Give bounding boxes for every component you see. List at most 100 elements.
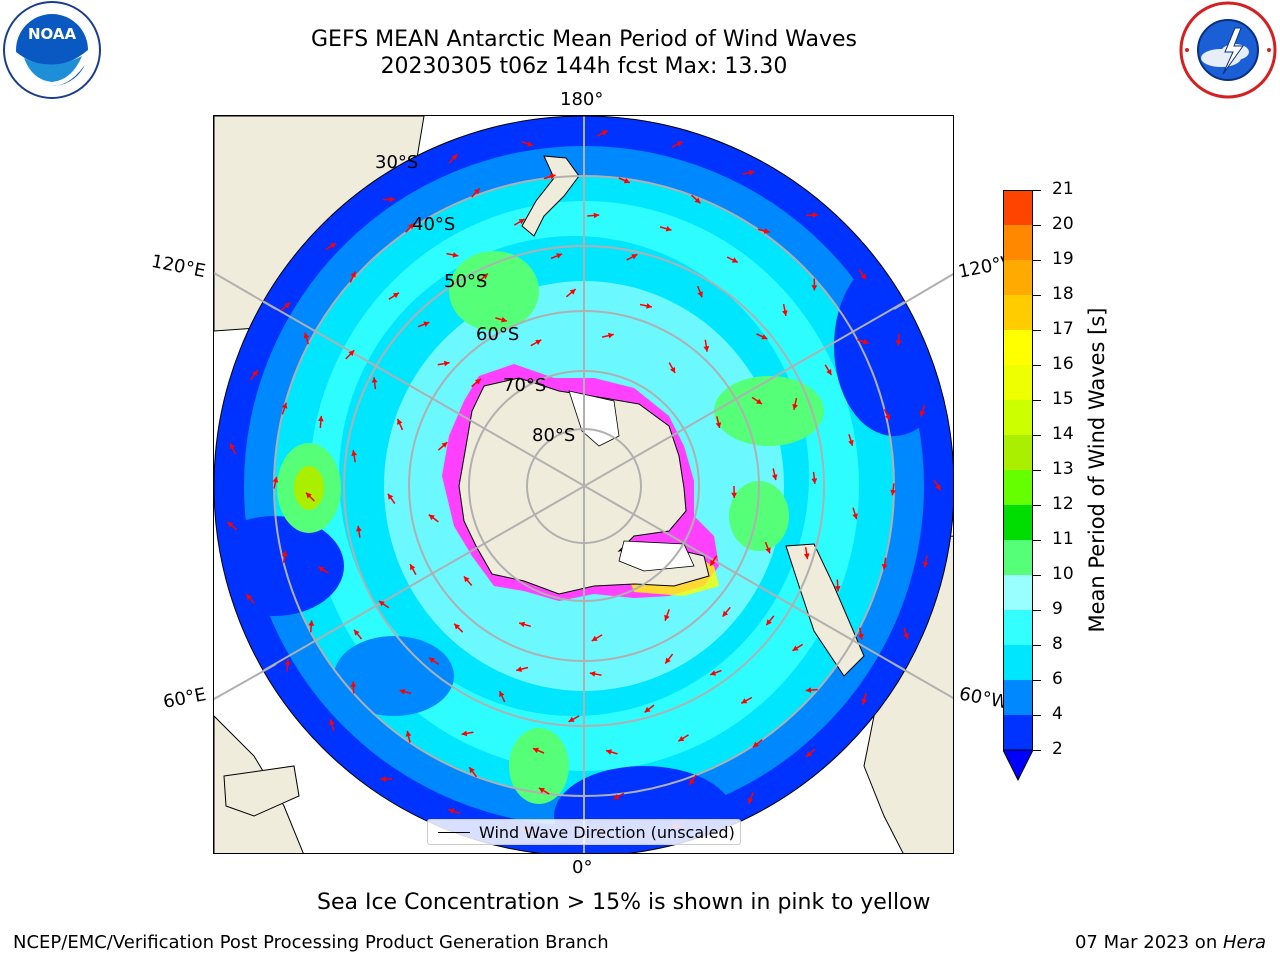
wind-arrow-head: [601, 130, 608, 136]
wind-arrow-head: [306, 492, 312, 499]
wind-arrow-head: [884, 414, 890, 420]
wind-arrow-head: [631, 254, 638, 260]
colorbar-segment: [1003, 190, 1033, 225]
lon-label-180: 180°: [560, 89, 604, 110]
wind-arrow-head: [408, 223, 414, 230]
wind-arrow-head: [474, 188, 480, 195]
lat-label-50s: 50°S: [444, 271, 488, 292]
wind-arrow-head: [246, 594, 252, 601]
wind-arrow-head: [765, 547, 771, 554]
wind-arrow-head: [741, 698, 748, 704]
colorbar-tick-label: 20: [1052, 214, 1074, 234]
wind-arrow-head: [469, 767, 475, 774]
colorbar-segment: [1003, 645, 1033, 680]
ronne-ice-shelf: [618, 540, 695, 572]
plot-title: GEFS MEAN Antarctic Mean Period of Wind …: [311, 27, 857, 52]
wind-arrow-head: [922, 561, 929, 568]
wind-arrows: [226, 129, 942, 836]
wind-arrow-head: [766, 619, 772, 626]
wind-arrow-head: [443, 360, 450, 367]
wind-arrow-head: [613, 794, 620, 800]
colorbar-tick-label: 4: [1052, 704, 1063, 724]
wind-arrow-head: [518, 219, 525, 225]
polar-map: 30°S 40°S 50°S 60°S 70°S 80°S Wind Wave …: [213, 115, 954, 854]
map-legend: Wind Wave Direction (unscaled): [427, 819, 741, 845]
wind-arrow-head: [703, 346, 710, 352]
wind-arrow-head: [549, 173, 556, 180]
wind-arrow-head: [731, 257, 738, 263]
colorbar-tick-label: 14: [1052, 424, 1074, 444]
map-canvas: [214, 116, 953, 853]
wind-arrow-head: [593, 212, 600, 219]
plot-subtitle: 20230305 t06z 144h fcst Max: 13.30: [380, 54, 788, 79]
lat-label-70s: 70°S: [503, 375, 547, 396]
wind-arrow-head: [792, 645, 799, 651]
colorbar-segment: [1003, 540, 1033, 575]
wind-arrow-head: [861, 698, 867, 705]
colorbar-tick-mark: [1033, 435, 1041, 436]
wind-arrow-head: [919, 410, 926, 417]
colorbar-tick-label: 11: [1052, 529, 1074, 549]
colorbar-tick-mark: [1033, 295, 1041, 296]
colorbar-tick-mark: [1033, 400, 1041, 401]
wind-arrow-head: [676, 141, 683, 147]
wind-arrow-head: [792, 404, 798, 410]
colorbar-segment: [1003, 435, 1033, 470]
colorbar-tick-label: 21: [1052, 179, 1074, 199]
colorbar-segment: [1003, 225, 1033, 260]
wind-arrow-head: [527, 141, 533, 147]
wind-arrow-head: [387, 493, 394, 500]
wind-arrow-head: [811, 478, 818, 484]
wind-arrow-head: [568, 716, 575, 722]
colorbar-tick-mark: [1033, 575, 1041, 576]
colorbar-segment: [1003, 260, 1033, 295]
lat-label-80s: 80°S: [532, 425, 576, 446]
wind-arrow-head: [393, 292, 399, 299]
footer-host: Hera: [1222, 932, 1266, 953]
wind-arrow-head: [903, 633, 909, 640]
colorbar-segment: [1003, 400, 1033, 435]
footer-right: 07 Mar 2023 on Hera: [1075, 932, 1266, 953]
colorbar-segment: [1003, 680, 1033, 715]
colorbar-tick-mark: [1033, 260, 1041, 261]
wind-arrow-head: [608, 332, 614, 339]
wind-arrow-head: [441, 442, 448, 448]
wind-arrow-head: [348, 350, 355, 357]
colorbar-extend-triangle: [1003, 749, 1033, 782]
wind-arrow-head: [826, 369, 832, 375]
wind-arrow-head: [482, 273, 488, 280]
wind-arrow-head: [399, 688, 406, 695]
colorbar-tick-label: 18: [1052, 284, 1074, 304]
footer-date: 07 Mar 2023 on: [1074, 932, 1223, 953]
lat-label-30s: 30°S: [375, 152, 419, 173]
wind-arrow-head: [303, 332, 310, 339]
wind-arrow-head: [448, 808, 455, 814]
wind-arrow-head: [389, 196, 395, 203]
wind-arrow-head: [318, 566, 325, 572]
colorbar-tick-mark: [1033, 610, 1041, 611]
wind-arrow-head: [330, 243, 336, 249]
wind-arrow-head: [378, 601, 385, 607]
colorbar-segment: [1003, 330, 1033, 365]
colorbar-tick-label: 10: [1052, 564, 1074, 584]
wind-arrow-head: [697, 291, 703, 298]
noaa-logo: NOAA: [2, 0, 102, 100]
wind-arrow-head: [803, 553, 810, 560]
colorbar-border: [1003, 190, 1033, 751]
wind-arrow-head: [715, 422, 722, 428]
wind-arrow-head: [318, 415, 324, 422]
wind-arrow-head: [710, 670, 717, 676]
wind-arrow-head: [532, 747, 539, 754]
wind-arrow-head: [862, 338, 869, 345]
wind-arrow-head: [501, 316, 507, 323]
colorbar-tick-mark: [1033, 680, 1041, 681]
wind-arrow-head: [519, 621, 526, 628]
wind-arrow-head: [308, 620, 315, 626]
wind-arrow-head: [752, 741, 759, 748]
legend-line-swatch: [438, 832, 470, 833]
colorbar-tick-mark: [1033, 505, 1041, 506]
lon-label-0: 0°: [572, 857, 593, 878]
colorbar-tick-mark: [1033, 225, 1041, 226]
wind-arrow-head: [284, 659, 291, 665]
colorbar-segment: [1003, 575, 1033, 610]
